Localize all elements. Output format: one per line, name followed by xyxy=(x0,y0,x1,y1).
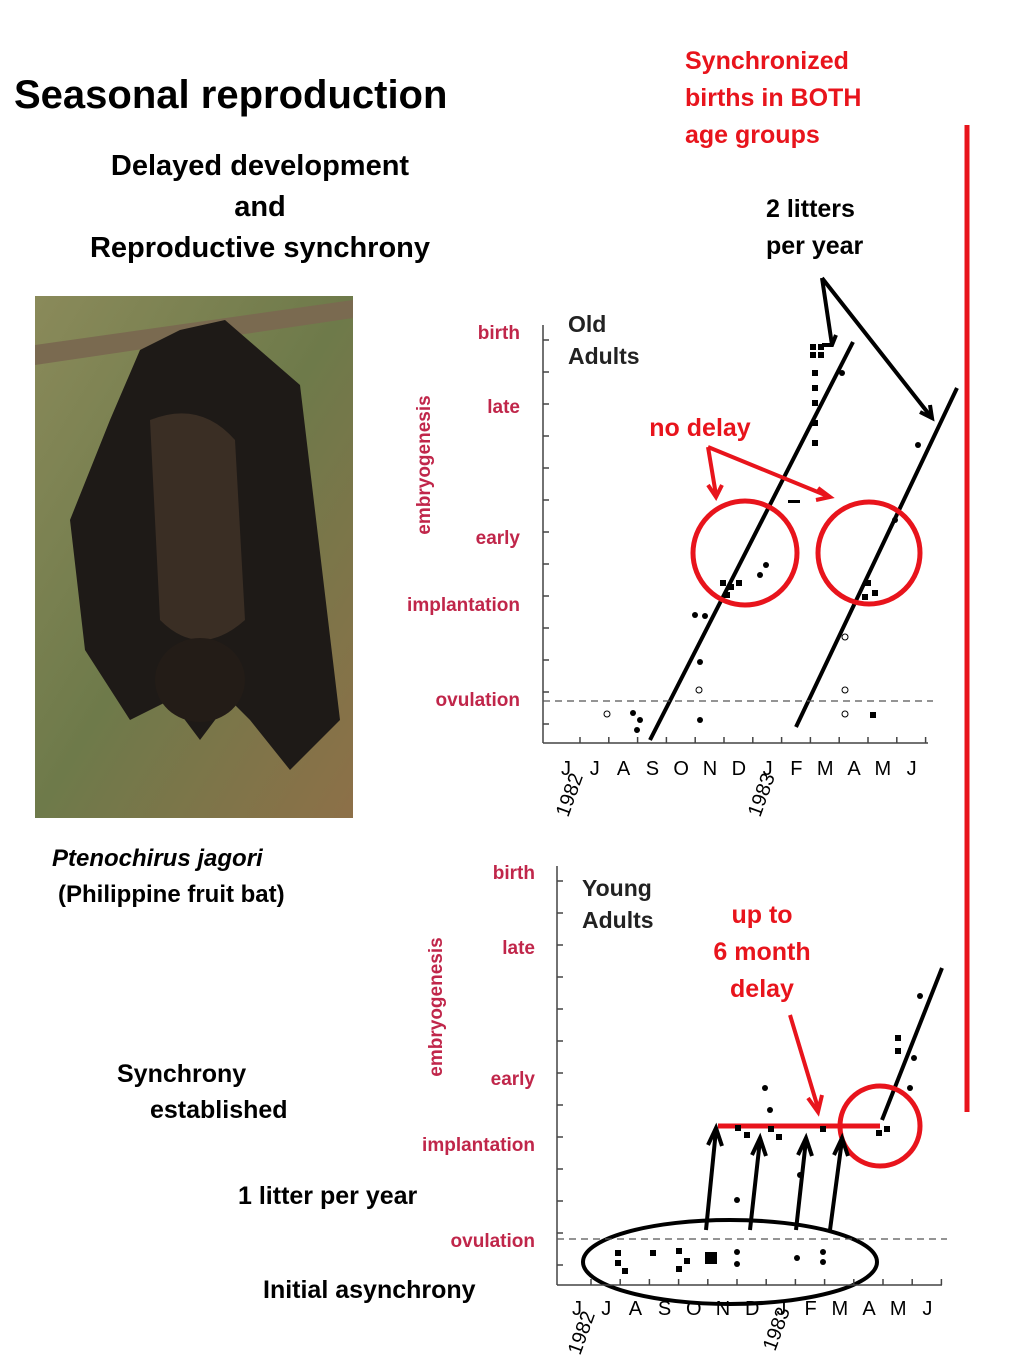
month-label: A xyxy=(629,1298,643,1320)
year-label: 1983 xyxy=(759,1304,795,1353)
annotation: 6 month xyxy=(713,938,810,966)
stage-label: early xyxy=(476,528,521,549)
common-name: (Philippine fruit bat) xyxy=(58,881,285,908)
annotation: Synchrony xyxy=(117,1060,246,1088)
subtitle: and xyxy=(234,191,286,223)
stage-label: implantation xyxy=(422,1135,535,1156)
month-label: A xyxy=(847,758,861,780)
annotation: births in BOTH xyxy=(685,84,861,112)
stage-label: ovulation xyxy=(436,690,520,711)
stage-label: implantation xyxy=(407,595,520,616)
month-label: J xyxy=(763,758,773,780)
month-label: J xyxy=(601,1298,611,1320)
month-label: D xyxy=(745,1298,759,1320)
month-label: M xyxy=(817,758,834,780)
stage-label: late xyxy=(502,938,535,959)
month-label: J xyxy=(922,1298,932,1320)
annotation: per year xyxy=(766,232,864,260)
month-label: J xyxy=(907,758,917,780)
young-adults-overlay xyxy=(581,967,944,1306)
title: Seasonal reproduction xyxy=(14,73,447,117)
month-label: M xyxy=(890,1298,907,1320)
month-label: S xyxy=(658,1298,671,1320)
chart-label: Adults xyxy=(568,343,640,369)
axis-title: embryogenesis xyxy=(426,937,447,1076)
annotation: 2 litters xyxy=(766,195,855,223)
month-label: A xyxy=(862,1298,876,1320)
stage-label: late xyxy=(487,397,520,418)
month-label: O xyxy=(686,1298,702,1320)
annotation: age groups xyxy=(685,121,820,149)
month-label: J xyxy=(590,758,600,780)
chart-label: Adults xyxy=(582,907,654,933)
subtitle: Reproductive synchrony xyxy=(90,232,430,264)
month-label: M xyxy=(874,758,891,780)
annotation: delay xyxy=(730,975,794,1003)
month-label: J xyxy=(776,1298,786,1320)
annotation: up to xyxy=(731,901,792,929)
stage-label: early xyxy=(491,1069,536,1090)
axis-title: embryogenesis xyxy=(414,395,435,534)
stage-label: ovulation xyxy=(451,1231,535,1252)
year-label: 1982 xyxy=(564,1308,600,1357)
stage-label: birth xyxy=(493,863,535,884)
month-label: O xyxy=(673,758,689,780)
month-label: D xyxy=(732,758,746,780)
bat-photo xyxy=(35,296,353,818)
annotation: 1 litter per year xyxy=(238,1182,418,1210)
chart-label: Young xyxy=(582,875,652,901)
month-label: N xyxy=(716,1298,730,1320)
month-label: A xyxy=(617,758,631,780)
old-adults-overlay xyxy=(603,276,959,741)
species-name: Ptenochirus jagori xyxy=(52,845,264,872)
month-label: N xyxy=(703,758,717,780)
month-label: J xyxy=(572,1298,582,1320)
month-label: S xyxy=(646,758,659,780)
chart-label: Old xyxy=(568,311,606,337)
annotation: no delay xyxy=(649,414,751,442)
year-label: 1982 xyxy=(552,770,588,819)
annotation: established xyxy=(150,1096,288,1124)
month-label: J xyxy=(561,758,571,780)
annotation: Synchronized xyxy=(685,47,849,75)
month-label: M xyxy=(831,1298,848,1320)
month-label: F xyxy=(804,1298,816,1320)
stage-label: birth xyxy=(478,323,520,344)
subtitle: Delayed development xyxy=(111,150,409,182)
year-label: 1983 xyxy=(744,770,780,819)
month-label: F xyxy=(790,758,802,780)
annotation: Initial asynchrony xyxy=(263,1276,476,1304)
